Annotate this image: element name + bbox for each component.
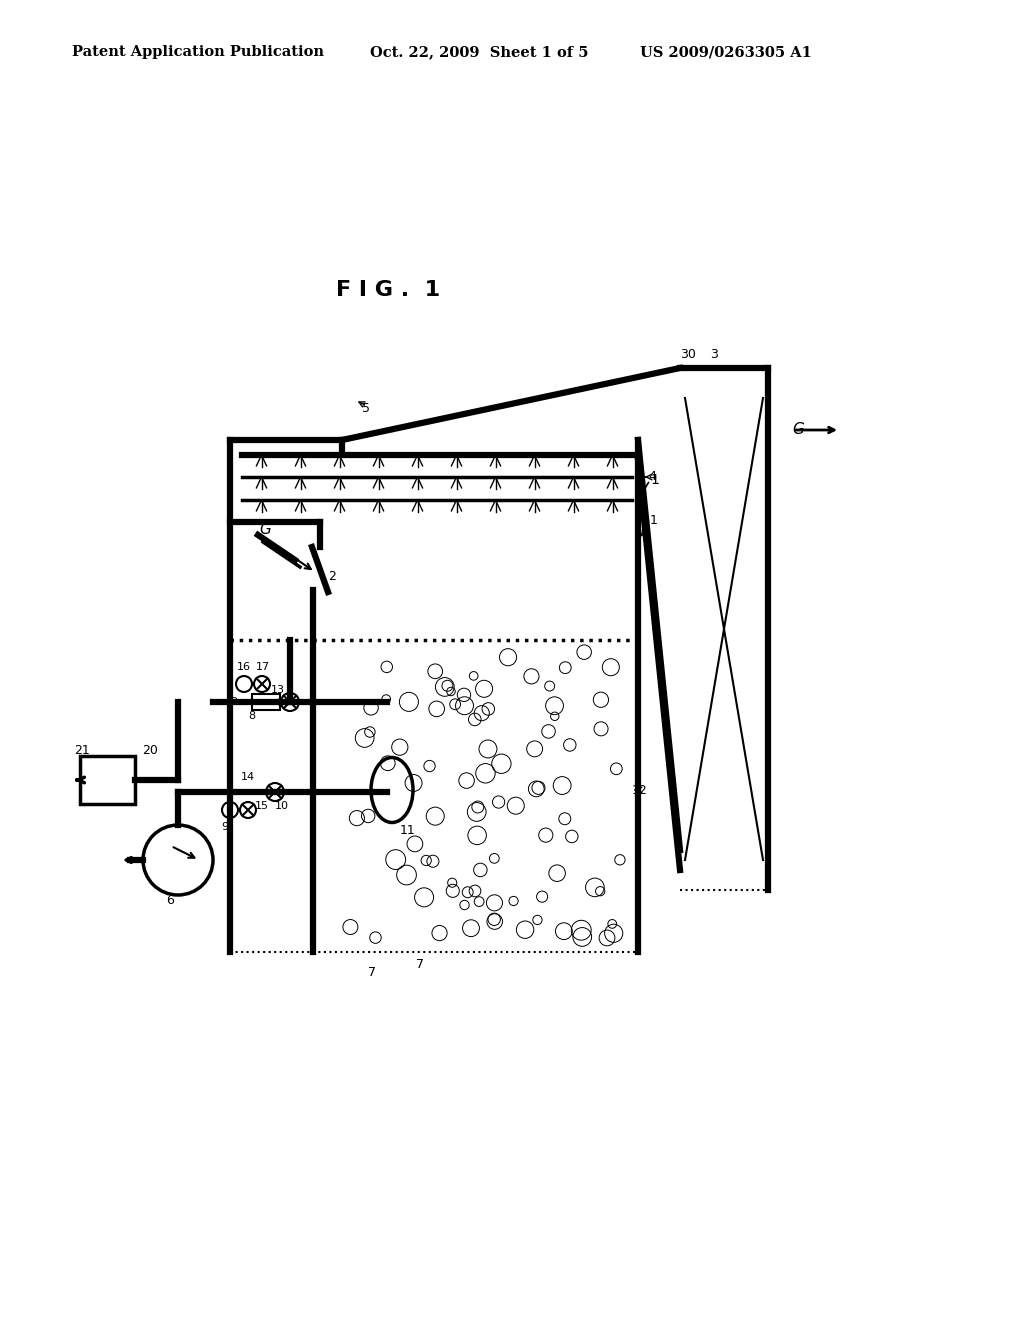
Text: Patent Application Publication: Patent Application Publication — [72, 45, 324, 59]
Text: G: G — [792, 422, 804, 437]
Text: 21: 21 — [74, 743, 90, 756]
Text: 14: 14 — [241, 772, 255, 781]
Text: 2: 2 — [328, 570, 336, 583]
Text: Oct. 22, 2009  Sheet 1 of 5: Oct. 22, 2009 Sheet 1 of 5 — [370, 45, 589, 59]
Text: 13: 13 — [271, 685, 285, 696]
Bar — [80, 756, 135, 804]
Text: F I G .  1: F I G . 1 — [336, 280, 440, 300]
Text: US 2009/0263305 A1: US 2009/0263305 A1 — [640, 45, 812, 59]
Text: 4: 4 — [648, 470, 656, 483]
Text: 3: 3 — [710, 348, 718, 362]
Text: 8: 8 — [249, 711, 256, 721]
Text: 6: 6 — [166, 894, 174, 907]
Text: 11: 11 — [400, 824, 416, 837]
Text: 17: 17 — [256, 663, 270, 672]
Bar — [252, 694, 280, 710]
Text: 12: 12 — [632, 784, 648, 796]
Text: 7: 7 — [416, 958, 424, 972]
Text: 1: 1 — [650, 513, 657, 527]
Text: 30: 30 — [680, 348, 696, 362]
Text: 7: 7 — [368, 965, 376, 978]
Text: 20: 20 — [142, 743, 158, 756]
Text: 9: 9 — [221, 822, 228, 832]
Text: 10: 10 — [275, 801, 289, 810]
Text: 16: 16 — [237, 663, 251, 672]
Text: 15: 15 — [255, 801, 269, 810]
Text: 5: 5 — [362, 401, 370, 414]
Text: 1: 1 — [650, 473, 658, 487]
Text: G: G — [259, 523, 271, 537]
Text: 9: 9 — [230, 697, 238, 708]
